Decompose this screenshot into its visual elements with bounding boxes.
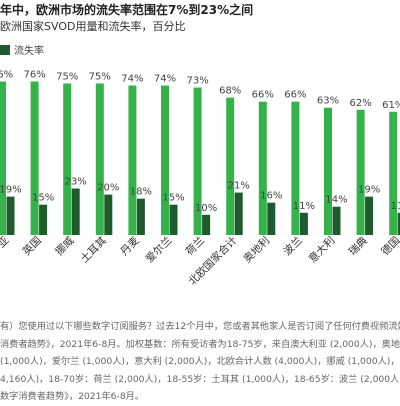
bar-usage-11 [356, 109, 365, 235]
bar-churn-5 [169, 204, 178, 235]
value-label-churn-6: 10% [195, 203, 217, 214]
value-label-churn-3: 20% [97, 183, 119, 194]
chart-legend: 流失率 [0, 42, 44, 57]
bar-chart: 76% 19% 亚 76% 15% 英国 75% 23% 挪威 75% 20% 土耳其 74% 18% 丹麦… [0, 69, 400, 288]
bar-usage-9 [291, 101, 300, 236]
value-label-churn-1: 15% [32, 193, 54, 204]
note-line-3: (1,000人)，爱尔兰 (1,000人)，意大利 (2,000人)，北欧合计人… [0, 356, 400, 368]
chart-title: 年中，欧洲市场的流失率范围在7%到23%之间 [0, 3, 254, 17]
legend-label-churn: 流失率 [14, 46, 44, 57]
category-label-8: 奥地利 [241, 234, 272, 265]
chart-notes: 有）您使用过以下哪些数字订阅服务？过去12个月中，您或者其他家人是否订阅了任何付… [0, 318, 400, 406]
bar-churn-12 [397, 212, 400, 235]
bar-usage-1 [30, 81, 39, 235]
bar-usage-5 [161, 85, 169, 236]
value-label-usage-11: 62% [349, 98, 371, 109]
value-label-usage-0: 76% [0, 69, 13, 80]
bar-usage-4 [128, 85, 137, 236]
value-label-usage-4: 74% [121, 74, 143, 85]
bar-churn-10 [332, 206, 341, 235]
bar-churn-7 [234, 192, 243, 235]
value-label-usage-8: 66% [252, 90, 274, 101]
bar-usage-6 [193, 87, 202, 235]
bar-churn-8 [267, 202, 276, 235]
bar-usage-12 [389, 111, 398, 235]
category-label-6: 荷兰 [183, 234, 207, 258]
value-label-usage-1: 76% [23, 69, 45, 80]
value-label-churn-0: 19% [0, 185, 22, 196]
category-label-10: 意大利 [306, 234, 337, 265]
category-label-11: 瑞典 [346, 234, 370, 258]
bar-usage-7 [226, 97, 235, 235]
bar-usage-3 [95, 83, 104, 235]
value-label-usage-7: 68% [219, 86, 241, 97]
value-label-churn-5: 15% [162, 193, 184, 204]
value-label-churn-8: 16% [260, 191, 282, 202]
category-label-12: 德国 [379, 234, 400, 258]
category-label-2: 挪威 [53, 234, 77, 258]
value-label-usage-9: 66% [284, 90, 306, 101]
value-label-churn-10: 14% [325, 195, 347, 206]
bar-churn-6 [202, 214, 211, 235]
bar-churn-1 [39, 204, 48, 235]
value-label-churn-2: 23% [65, 177, 87, 188]
category-label-9: 波兰 [281, 234, 305, 258]
legend-swatch-churn [0, 44, 10, 55]
bar-churn-9 [299, 212, 308, 235]
category-label-5: 爱尔兰 [143, 234, 174, 265]
note-line-1: 有）您使用过以下哪些数字订阅服务？过去12个月中，您或者其他家人是否订阅了任何付… [0, 321, 400, 332]
value-label-churn-4: 18% [130, 187, 152, 198]
category-label-1: 英国 [20, 234, 44, 258]
value-label-usage-5: 74% [154, 74, 176, 85]
bar-churn-11 [365, 196, 374, 235]
value-label-churn-7: 21% [228, 181, 250, 192]
value-label-usage-12: 61% [382, 100, 400, 111]
bar-usage-0 [0, 81, 6, 235]
category-label-4: 丹麦 [118, 234, 142, 258]
bar-churn-2 [71, 188, 80, 235]
note-line-2: 消费者趋势》，2021年6-8月。加权基数：所有受访者为18-75岁，来自澳大利… [0, 338, 400, 350]
note-line-4: 4,160人)，18-70岁：荷兰 (2,000人)，18-55岁：土耳其 (1… [0, 373, 400, 385]
value-label-churn-12: 11% [391, 201, 400, 212]
value-label-churn-11: 19% [358, 185, 380, 196]
note-line-5: 数字消费者趋势》，2021年6-8月。 [0, 391, 145, 403]
bar-usage-2 [63, 83, 72, 235]
bar-usage-10 [324, 107, 332, 235]
value-label-usage-3: 75% [89, 72, 111, 83]
bar-usage-8 [258, 101, 267, 236]
value-label-usage-10: 63% [317, 96, 339, 107]
bar-churn-4 [136, 198, 145, 235]
chart-subtitle: 欧洲国家SVOD用量和流失率，百分比 [0, 20, 186, 33]
value-label-churn-9: 11% [293, 201, 315, 212]
bar-churn-3 [104, 194, 113, 235]
value-label-usage-2: 75% [56, 72, 78, 83]
bar-churn-0 [6, 196, 15, 235]
category-label-0: 亚 [0, 234, 12, 250]
category-label-3: 土耳其 [78, 234, 109, 265]
value-label-usage-6: 73% [186, 76, 208, 87]
